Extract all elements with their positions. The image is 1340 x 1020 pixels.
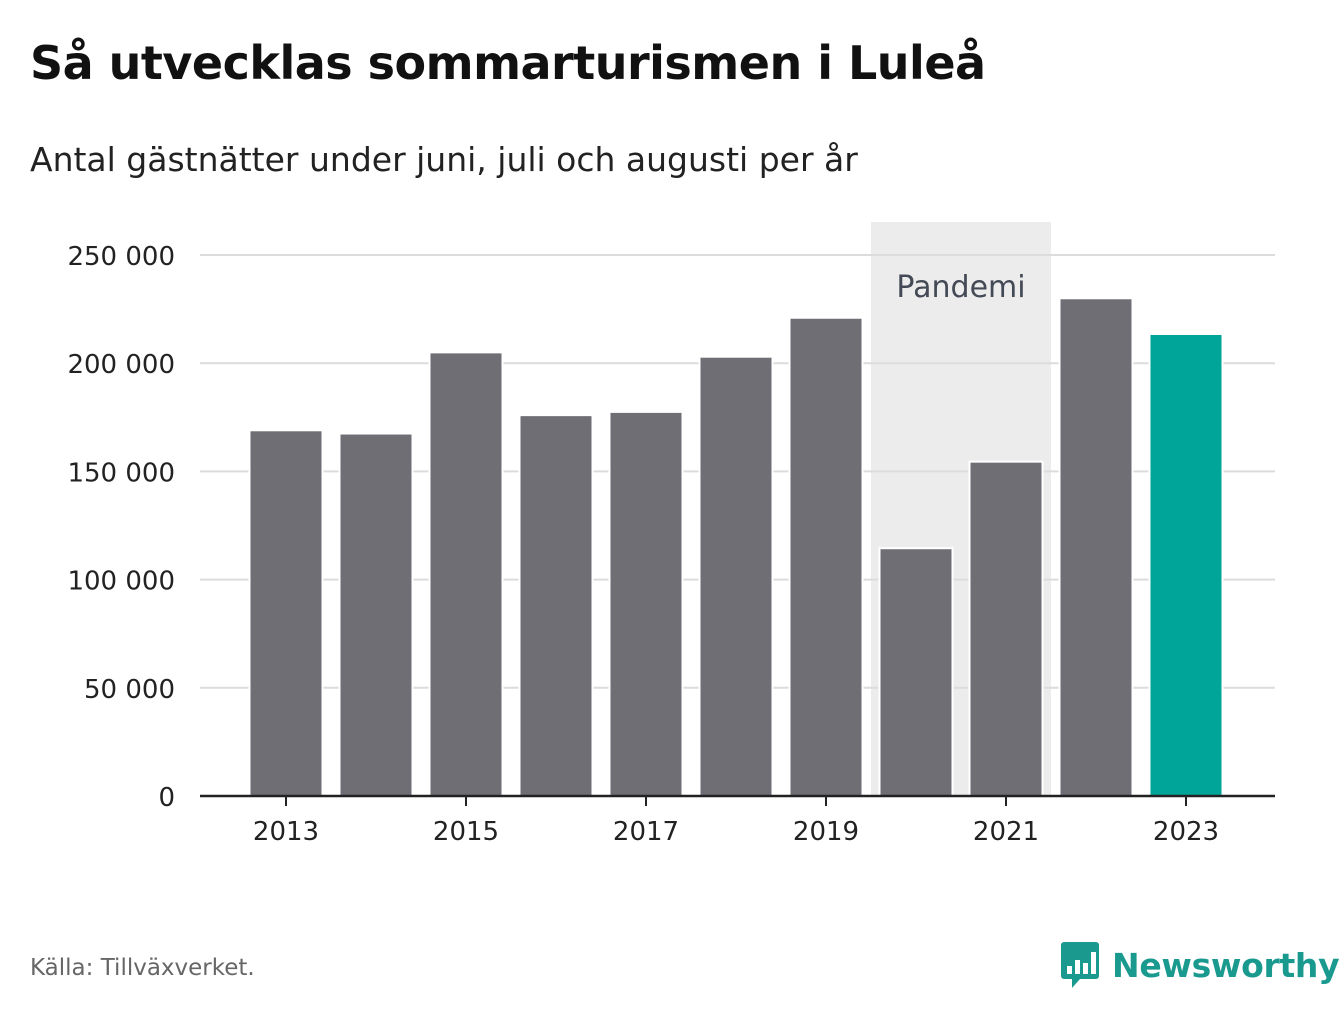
x-tick-label: 2017 [613, 817, 679, 847]
y-tick-label: 200 000 [67, 350, 175, 380]
bar-chart-speech-bubble-icon [1061, 942, 1099, 988]
x-tick-label: 2021 [973, 817, 1039, 847]
bar-2019 [788, 316, 864, 797]
bar-2020 [878, 547, 954, 797]
bar-2021 [968, 460, 1044, 797]
y-tick-label: 100 000 [67, 567, 175, 597]
x-tick-label: 2019 [793, 817, 859, 847]
bar-2018 [698, 355, 774, 797]
bar-2022 [1058, 297, 1134, 797]
y-tick-label: 250 000 [67, 242, 175, 272]
x-tick-label: 2023 [1153, 817, 1219, 847]
chart-title: Så utvecklas sommarturismen i Luleå [30, 36, 986, 90]
y-tick-label: 0 [158, 783, 175, 813]
x-tick-label: 2013 [253, 817, 319, 847]
bar-2016 [518, 414, 594, 797]
bar-chart: Pandemi 0 50 000 100 000 150 000 200 000 250 0… [67, 222, 1275, 847]
x-tick-label: 2015 [433, 817, 499, 847]
bar-2014 [338, 432, 414, 797]
bar-2015 [428, 351, 504, 797]
pandemic-label: Pandemi [896, 270, 1025, 305]
y-tick-label: 50 000 [84, 675, 175, 705]
bar-2013 [248, 429, 324, 797]
bar-2023 [1148, 332, 1224, 797]
source-note: Källa: Tillväxverket. [30, 955, 255, 981]
y-tick-label: 150 000 [67, 458, 175, 488]
brand-name: Newsworthy [1112, 945, 1340, 985]
newsworthy-logo: Newsworthy [1060, 940, 1340, 990]
bar-2017 [608, 410, 684, 797]
chart-subtitle: Antal gästnätter under juni, juli och au… [30, 140, 858, 179]
